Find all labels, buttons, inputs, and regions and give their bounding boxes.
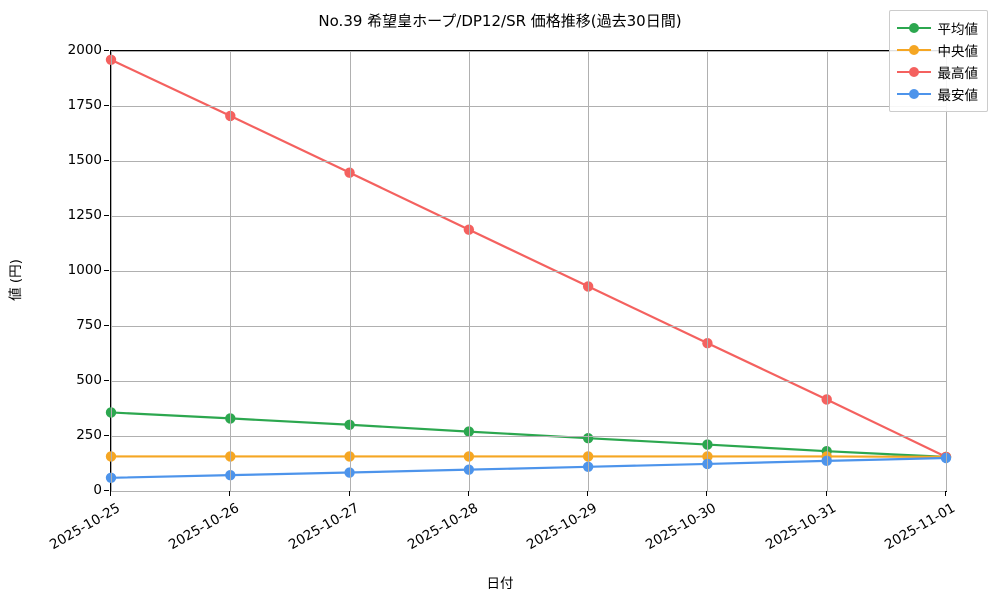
- legend-label: 平均値: [937, 22, 979, 38]
- legend-item[interactable]: 最高値: [896, 61, 979, 83]
- legend-label: 中央値: [937, 44, 979, 60]
- gridline-horizontal: [111, 216, 946, 217]
- gridline-vertical: [468, 51, 470, 491]
- y-axis-tick-label: 500: [76, 372, 102, 388]
- gridline-vertical: [230, 51, 232, 491]
- gridline-horizontal: [111, 381, 946, 382]
- gridline-horizontal: [111, 161, 946, 162]
- legend-item[interactable]: 中央値: [896, 39, 979, 61]
- y-axis-tick-label: 1000: [67, 262, 102, 278]
- x-axis-tick-label: 2025-10-26: [166, 500, 243, 554]
- x-axis-tick-label: 2025-11-01: [882, 500, 958, 554]
- legend-item[interactable]: 平均値: [896, 17, 979, 39]
- legend-swatch-icon: [896, 88, 931, 100]
- legend-label: 最安値: [937, 88, 979, 104]
- y-axis-tick-label: 750: [76, 317, 102, 333]
- x-axis-tick-mark: [945, 491, 946, 496]
- x-axis-tick-mark: [467, 491, 469, 496]
- x-axis-tick-label: 2025-10-30: [643, 500, 720, 554]
- x-axis-label: 日付: [486, 576, 514, 592]
- x-axis-tick-mark: [825, 491, 827, 496]
- legend-label: 最高値: [937, 66, 979, 82]
- gridline-horizontal: [111, 271, 946, 272]
- y-axis-tick-mark: [104, 380, 109, 381]
- y-axis-tick-mark: [104, 50, 109, 51]
- gridline-vertical: [946, 51, 947, 491]
- gridline-horizontal: [111, 436, 946, 437]
- y-axis-tick-mark: [104, 270, 109, 271]
- data-point-marker: [582, 433, 594, 444]
- gridline-vertical: [349, 51, 351, 491]
- plot-area: [105, 50, 952, 492]
- gridline-horizontal: [111, 51, 946, 52]
- y-axis-label: 値 (円): [8, 259, 24, 301]
- data-point-marker: [582, 281, 594, 292]
- chart-title: No.39 希望皇ホープ/DP12/SR 価格推移(過去30日間): [318, 12, 682, 30]
- legend-item[interactable]: 最安値: [896, 83, 979, 105]
- y-axis-tick-labels: 0 250 500 750 1000 1250 1500 1750 2000: [52, 42, 102, 498]
- x-axis-tick-label: 2025-10-25: [47, 500, 123, 554]
- gridline-horizontal: [111, 106, 946, 107]
- x-axis-tick-label: 2025-10-29: [524, 500, 601, 554]
- x-axis-tick-mark: [348, 491, 350, 496]
- gridline-horizontal: [111, 491, 946, 492]
- legend-swatch-icon: [896, 44, 931, 56]
- y-axis-tick-label: 2000: [67, 42, 102, 58]
- y-axis-tick-label: 1250: [67, 207, 102, 223]
- gridline-vertical: [111, 51, 112, 491]
- gridline-vertical: [707, 51, 709, 491]
- y-axis-tick-label: 1500: [67, 152, 102, 168]
- x-axis-tick-mark: [229, 491, 231, 496]
- data-point-marker: [582, 451, 594, 462]
- y-axis-tick-mark: [104, 160, 109, 161]
- y-axis-tick-mark: [104, 490, 109, 491]
- y-axis-tick-mark: [104, 325, 109, 326]
- y-axis-tick-mark: [104, 215, 109, 216]
- chart-legend: 平均値中央値最高値最安値: [888, 10, 988, 112]
- x-axis-tick-label: 2025-10-31: [762, 500, 839, 554]
- y-axis-tick-label: 0: [93, 482, 102, 498]
- series-line: [109, 411, 948, 458]
- x-axis-tick-mark: [706, 491, 708, 496]
- gridline-vertical: [588, 51, 590, 491]
- y-axis-tick-mark: [104, 435, 109, 436]
- gridline-vertical: [826, 51, 828, 491]
- x-axis-tick-mark: [110, 491, 111, 496]
- series-line: [109, 456, 948, 479]
- y-axis-tick-mark: [104, 105, 109, 106]
- legend-swatch-icon: [896, 22, 931, 34]
- y-axis-tick-label: 250: [76, 427, 102, 443]
- x-axis-tick-mark: [587, 491, 589, 496]
- series-line: [109, 58, 948, 458]
- gridline-horizontal: [111, 326, 946, 327]
- y-axis-tick-label: 1750: [67, 97, 102, 113]
- legend-swatch-icon: [896, 66, 931, 78]
- x-axis-tick-label: 2025-10-27: [285, 500, 362, 554]
- data-point-marker: [582, 461, 594, 472]
- x-axis-tick-label: 2025-10-28: [404, 500, 481, 554]
